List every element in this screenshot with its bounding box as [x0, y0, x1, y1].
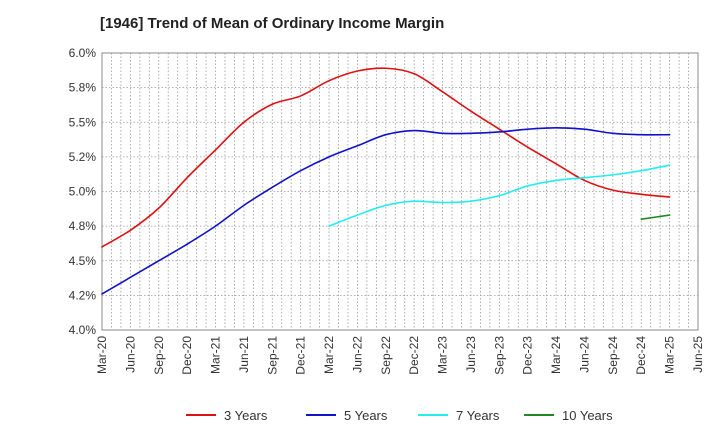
x-tick-label: Mar-22 [322, 336, 336, 374]
x-tick-label: Mar-25 [663, 336, 677, 374]
y-tick-label: 6.0% [69, 46, 97, 60]
series-layer [101, 67, 671, 295]
y-tick-layer: 4.0% 4.2% 4.5% 4.8% 5.0% 5.2% 5.5% 5.8% 6.0% [69, 46, 97, 337]
x-tick-label: Jun-21 [237, 336, 251, 373]
y-tick-label: 4.8% [69, 219, 97, 233]
x-tick-label: Jun-23 [464, 336, 478, 373]
x-tick-label: Mar-21 [209, 336, 223, 374]
x-tick-label: Sep-21 [265, 336, 279, 375]
x-tick-label: Mar-24 [549, 336, 563, 374]
legend-label-3-years: 3 Years [224, 408, 268, 423]
x-tick-label: Dec-20 [180, 336, 194, 375]
y-tick-label: 5.5% [69, 115, 97, 129]
y-tick-label: 5.8% [69, 81, 97, 95]
y-tick-label: 4.2% [69, 288, 97, 302]
y-tick-label: 5.0% [69, 185, 97, 199]
x-tick-label: Mar-23 [436, 336, 450, 374]
legend-label-7-years: 7 Years [456, 408, 500, 423]
series-line-10-years [640, 214, 671, 220]
x-tick-label: Sep-23 [492, 336, 506, 375]
grid-layer [102, 53, 698, 330]
x-tick-label: Dec-23 [521, 336, 535, 375]
x-tick-label: Jun-20 [123, 336, 137, 373]
chart-title: [1946] Trend of Mean of Ordinary Income … [100, 15, 445, 32]
x-tick-label: Jun-24 [577, 336, 591, 373]
y-tick-label: 4.0% [69, 323, 97, 337]
legend-label-5-years: 5 Years [344, 408, 388, 423]
y-tick-label: 4.5% [69, 254, 97, 268]
x-tick-label: Jun-22 [350, 336, 364, 373]
series-line-3-years [101, 67, 671, 248]
series-line-5-years [101, 126, 671, 295]
x-tick-label: Mar-20 [95, 336, 109, 374]
x-tick-label: Sep-22 [379, 336, 393, 375]
x-tick-label: Jun-25 [691, 336, 705, 373]
x-tick-layer: Mar-20 Jun-20 Sep-20 Dec-20 Mar-21 Jun-21 Sep-… [95, 336, 705, 375]
x-tick-label: Dec-24 [634, 336, 648, 375]
x-tick-label: Sep-24 [606, 336, 620, 375]
series-line-7-years [328, 164, 671, 227]
y-tick-label: 5.2% [69, 150, 97, 164]
legend-label-10-years: 10 Years [562, 408, 613, 423]
legend: 3 Years 5 Years 7 Years 10 Years [186, 408, 613, 423]
x-tick-label: Dec-22 [407, 336, 421, 375]
x-tick-label: Dec-21 [294, 336, 308, 375]
x-tick-label: Sep-20 [152, 336, 166, 375]
plot-frame [101, 52, 699, 331]
